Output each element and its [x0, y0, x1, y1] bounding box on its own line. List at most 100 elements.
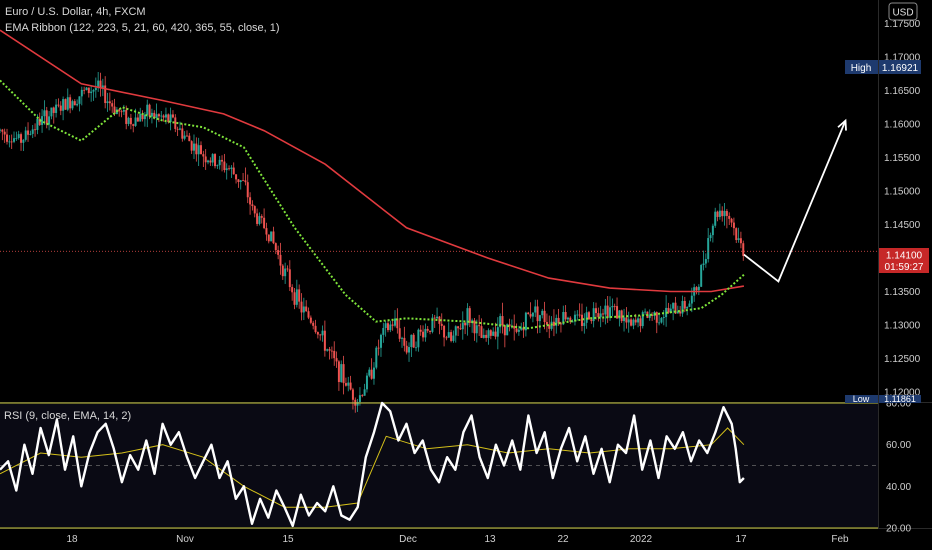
indicator-legend[interactable]: EMA Ribbon (122, 223, 5, 21, 60, 420, 36…: [5, 22, 280, 34]
time-tick-label: 17: [735, 534, 747, 545]
candle-body: [426, 328, 429, 331]
candle-body: [244, 180, 247, 183]
candle-body: [55, 104, 58, 113]
candle-body: [718, 210, 721, 217]
candle-body: [485, 334, 488, 338]
time-tick-label: Dec: [399, 534, 417, 545]
candle-body: [499, 316, 502, 328]
candle-body: [524, 312, 527, 331]
candle-body: [630, 319, 633, 326]
candle-body: [405, 345, 408, 353]
candle-body: [595, 308, 598, 314]
candle-body: [424, 328, 427, 338]
candle-body: [711, 225, 714, 236]
candle-body: [326, 349, 329, 351]
candle-body: [690, 295, 693, 304]
candle-body: [676, 311, 679, 314]
candle-body: [742, 243, 745, 256]
candle-body: [99, 80, 102, 88]
candle-body: [700, 264, 703, 287]
candle-body: [737, 238, 740, 241]
rsi-line[interactable]: [0, 401, 745, 528]
candle-body: [527, 312, 530, 315]
symbol-title[interactable]: Euro / U.S. Dollar, 4h, FXCM: [5, 6, 146, 18]
candle-body: [73, 101, 76, 106]
candle-body: [389, 324, 392, 331]
candle-body: [349, 382, 352, 390]
candle-body: [443, 325, 446, 338]
candle-body: [408, 347, 411, 353]
candle-body: [569, 317, 572, 322]
rsi-pane[interactable]: [0, 401, 878, 529]
candle-body: [106, 101, 109, 104]
candle-body: [167, 114, 170, 122]
candle-body: [20, 134, 23, 143]
high-value: 1.16921: [882, 63, 919, 74]
candle-body: [433, 317, 436, 319]
candle-body: [531, 312, 534, 317]
low-label-badge: [845, 395, 878, 403]
ema-fast-line[interactable]: [0, 79, 745, 330]
candle-body: [1, 129, 4, 132]
candle-body: [183, 135, 186, 139]
candle-body: [342, 364, 345, 384]
candle-body: [122, 109, 125, 112]
time-tick-label: 18: [66, 534, 78, 545]
candle-body: [78, 96, 81, 104]
candle-body: [3, 131, 6, 135]
candle-body: [679, 311, 682, 314]
ema-slow-line[interactable]: [0, 29, 745, 293]
candle-body: [221, 159, 224, 162]
rsi-legend[interactable]: RSI (9, close, EMA, 14, 2): [4, 410, 131, 422]
candle-body: [85, 87, 88, 91]
candle-body: [552, 321, 555, 326]
candle-body: [52, 107, 55, 113]
rsi-signal-line[interactable]: [0, 427, 745, 508]
candle-body: [618, 310, 621, 319]
candle-body: [496, 327, 499, 337]
candle-body: [356, 401, 359, 406]
low-label: Low: [853, 394, 870, 404]
candle-body: [482, 334, 485, 338]
time-tick-label: Feb: [831, 534, 849, 545]
candle-body: [340, 364, 343, 383]
projection-arrow-head: [837, 118, 847, 131]
candle-body: [284, 268, 287, 277]
candle-body: [295, 289, 298, 305]
rsi-tick-label: 20.00: [886, 524, 911, 535]
candle-body: [319, 334, 322, 336]
candle-body: [160, 115, 163, 117]
price-pane[interactable]: [0, 29, 878, 413]
candle-body: [522, 327, 525, 331]
candle-body: [641, 312, 644, 327]
candle-body: [120, 111, 123, 113]
candle-body: [658, 322, 661, 324]
candle-body: [515, 328, 518, 332]
candle-body: [94, 87, 97, 91]
price-tick-label: 1.13000: [884, 320, 921, 331]
price-tick-label: 1.15500: [884, 153, 921, 164]
candle-body: [545, 322, 548, 325]
candle-body: [587, 312, 590, 320]
candle-body: [90, 91, 93, 94]
candle-body: [613, 306, 616, 307]
candle-body: [478, 325, 481, 327]
projection-arrow[interactable]: [743, 120, 847, 283]
candle-body: [697, 286, 700, 291]
candle-body: [632, 319, 635, 326]
low-value: 1.11861: [884, 394, 916, 404]
candle-body: [489, 330, 492, 336]
candle-body: [379, 334, 382, 348]
candle-body: [281, 265, 284, 277]
currency-button[interactable]: [888, 2, 918, 21]
rsi-axis[interactable]: 80.00 60.00 40.00 20.00: [886, 399, 911, 535]
time-axis[interactable]: 18 Nov 15 Dec 13 22 2022 17 Feb: [66, 534, 849, 545]
candle-body: [277, 250, 280, 255]
candle-body: [372, 367, 375, 379]
candle-body: [386, 323, 389, 331]
candle-body: [57, 104, 60, 106]
candle-body: [639, 318, 642, 327]
candle-body: [263, 217, 266, 229]
candle-body: [370, 369, 373, 379]
